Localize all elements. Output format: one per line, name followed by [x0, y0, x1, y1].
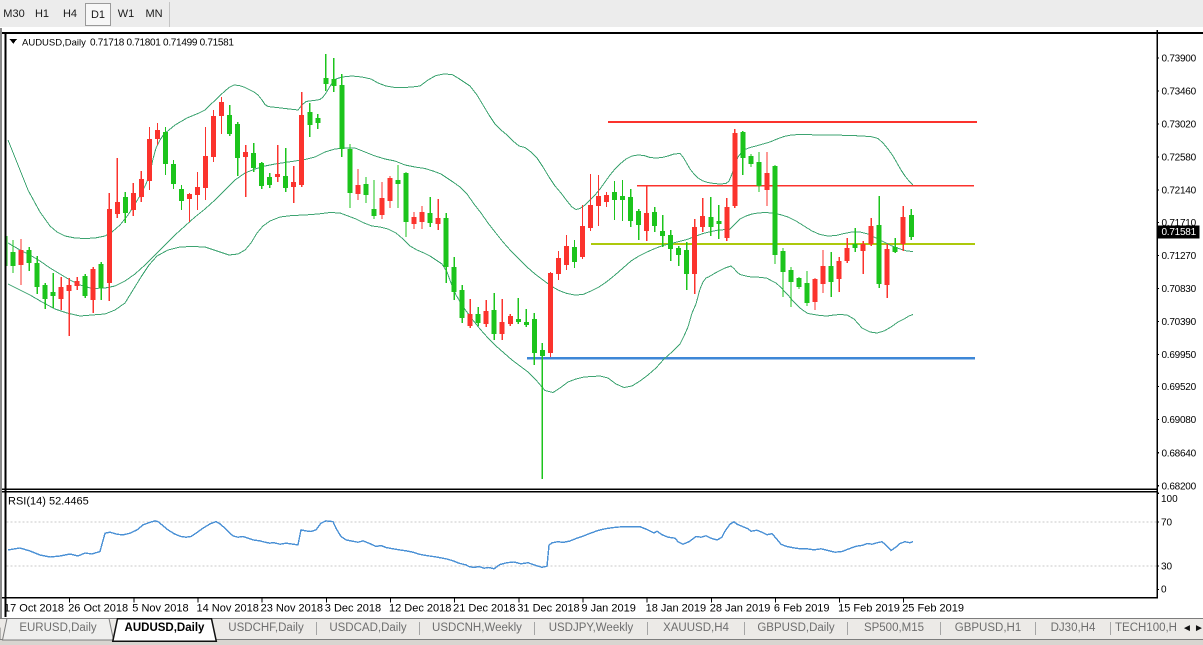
svg-text:31 Dec 2018: 31 Dec 2018 [517, 603, 579, 615]
svg-text:0.72140: 0.72140 [1162, 186, 1197, 197]
svg-text:28 Jan 2019: 28 Jan 2019 [710, 603, 771, 615]
svg-text:12 Dec 2018: 12 Dec 2018 [389, 603, 451, 615]
svg-text:0.70830: 0.70830 [1162, 284, 1197, 295]
svg-text:0.73460: 0.73460 [1162, 87, 1197, 98]
svg-text:0.69080: 0.69080 [1162, 415, 1197, 426]
svg-text:0.69520: 0.69520 [1162, 382, 1197, 393]
svg-text:100: 100 [1161, 494, 1178, 505]
svg-text:0: 0 [1161, 585, 1167, 596]
svg-text:17 Oct 2018: 17 Oct 2018 [4, 603, 64, 615]
svg-text:0.71718 0.71801 0.71499 0.7158: 0.71718 0.71801 0.71499 0.71581 [90, 38, 234, 49]
svg-text:26 Oct 2018: 26 Oct 2018 [68, 603, 128, 615]
svg-text:25 Feb 2019: 25 Feb 2019 [902, 603, 964, 615]
svg-text:3 Dec 2018: 3 Dec 2018 [325, 603, 381, 615]
svg-text:15 Feb 2019: 15 Feb 2019 [838, 603, 900, 615]
svg-text:21 Dec 2018: 21 Dec 2018 [453, 603, 515, 615]
svg-text:0.71710: 0.71710 [1162, 218, 1197, 229]
svg-text:0.73020: 0.73020 [1162, 120, 1197, 131]
svg-text:6 Feb 2019: 6 Feb 2019 [774, 603, 830, 615]
svg-text:70: 70 [1161, 518, 1173, 529]
svg-text:30: 30 [1161, 562, 1173, 573]
svg-text:0.69950: 0.69950 [1162, 350, 1197, 361]
svg-text:0.71581: 0.71581 [1162, 227, 1197, 238]
svg-text:0.68200: 0.68200 [1162, 481, 1197, 492]
svg-text:23 Nov 2018: 23 Nov 2018 [261, 603, 323, 615]
svg-text:0.72580: 0.72580 [1162, 153, 1197, 164]
svg-text:5 Nov 2018: 5 Nov 2018 [132, 603, 188, 615]
svg-text:0.71270: 0.71270 [1162, 251, 1197, 262]
svg-text:0.68640: 0.68640 [1162, 448, 1197, 459]
svg-text:0.73900: 0.73900 [1162, 54, 1197, 65]
svg-text:14 Nov 2018: 14 Nov 2018 [197, 603, 259, 615]
svg-text:18 Jan 2019: 18 Jan 2019 [646, 603, 707, 615]
svg-text:RSI(14) 52.4465: RSI(14) 52.4465 [8, 496, 89, 508]
svg-text:AUDUSD,Daily: AUDUSD,Daily [22, 38, 86, 49]
svg-text:9 Jan 2019: 9 Jan 2019 [581, 603, 635, 615]
svg-text:0.70390: 0.70390 [1162, 317, 1197, 328]
